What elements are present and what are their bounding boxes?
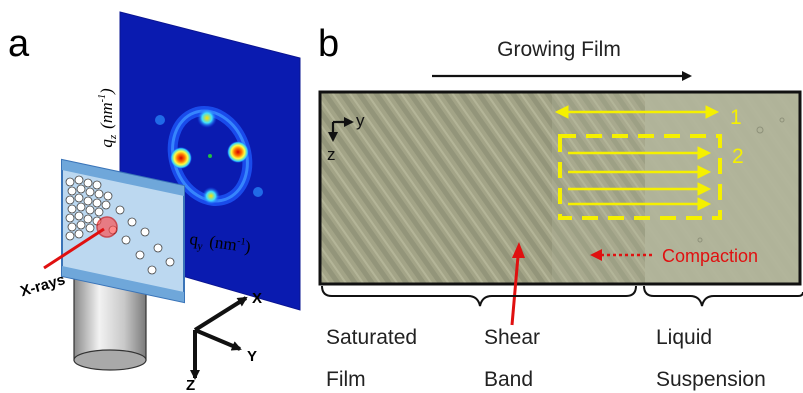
growing-film-label: Growing Film bbox=[497, 38, 621, 61]
scan-path-1 bbox=[554, 105, 720, 119]
axis-y-label: Y bbox=[247, 348, 257, 365]
label-band: Band bbox=[484, 368, 533, 391]
beam-center bbox=[208, 154, 212, 158]
region-braces bbox=[321, 285, 803, 307]
brace-liquid-suspension bbox=[643, 285, 803, 307]
qy-axis-label: qy (nm-1) bbox=[188, 229, 252, 259]
label-film: Film bbox=[326, 368, 366, 391]
axis-y-arrow bbox=[194, 328, 242, 351]
particle-packing bbox=[65, 175, 175, 275]
shear-band-arrow bbox=[510, 242, 525, 326]
lab-axes: X Y Z bbox=[186, 290, 262, 393]
scan-region-2-box bbox=[558, 134, 722, 220]
compaction-label: Compaction bbox=[662, 246, 758, 266]
scan-path-2 bbox=[568, 146, 712, 211]
diffraction-spot bbox=[227, 141, 249, 163]
axis-x-arrow bbox=[193, 296, 248, 332]
label-shear: Shear bbox=[484, 326, 540, 349]
beam-spot bbox=[96, 216, 118, 238]
qz-axis-label: qz(nm-1) bbox=[97, 88, 119, 148]
panel-a-letter: a bbox=[8, 23, 30, 65]
svg-text:qy(nm-1): qy (nm-1) bbox=[188, 229, 252, 259]
micrograph-axes: y z bbox=[327, 111, 365, 164]
axis-x-label: X bbox=[252, 290, 262, 307]
diffraction-spot bbox=[170, 147, 192, 169]
xray-beam bbox=[43, 227, 105, 270]
diffraction-spot bbox=[197, 108, 217, 128]
axis-z-label: Z bbox=[186, 377, 195, 393]
scan-path-2-label: 2 bbox=[732, 145, 744, 168]
sample-cell bbox=[61, 158, 185, 304]
micro-axis-z-label: z bbox=[327, 145, 336, 164]
diffraction-spot bbox=[202, 187, 220, 205]
label-liquid: Liquid bbox=[656, 326, 712, 349]
label-suspension: Suspension bbox=[656, 368, 766, 391]
panel-b-letter: b bbox=[318, 23, 339, 65]
compaction-arrow bbox=[590, 249, 652, 261]
micro-axis-y-label: y bbox=[356, 111, 365, 130]
svg-text:qz(nm-1): qz(nm-1) bbox=[97, 88, 119, 148]
xray-label: X-rays bbox=[18, 271, 67, 300]
label-saturated: Saturated bbox=[326, 326, 417, 349]
scan-path-1-label: 1 bbox=[730, 106, 742, 129]
brace-saturated-film bbox=[321, 285, 637, 307]
